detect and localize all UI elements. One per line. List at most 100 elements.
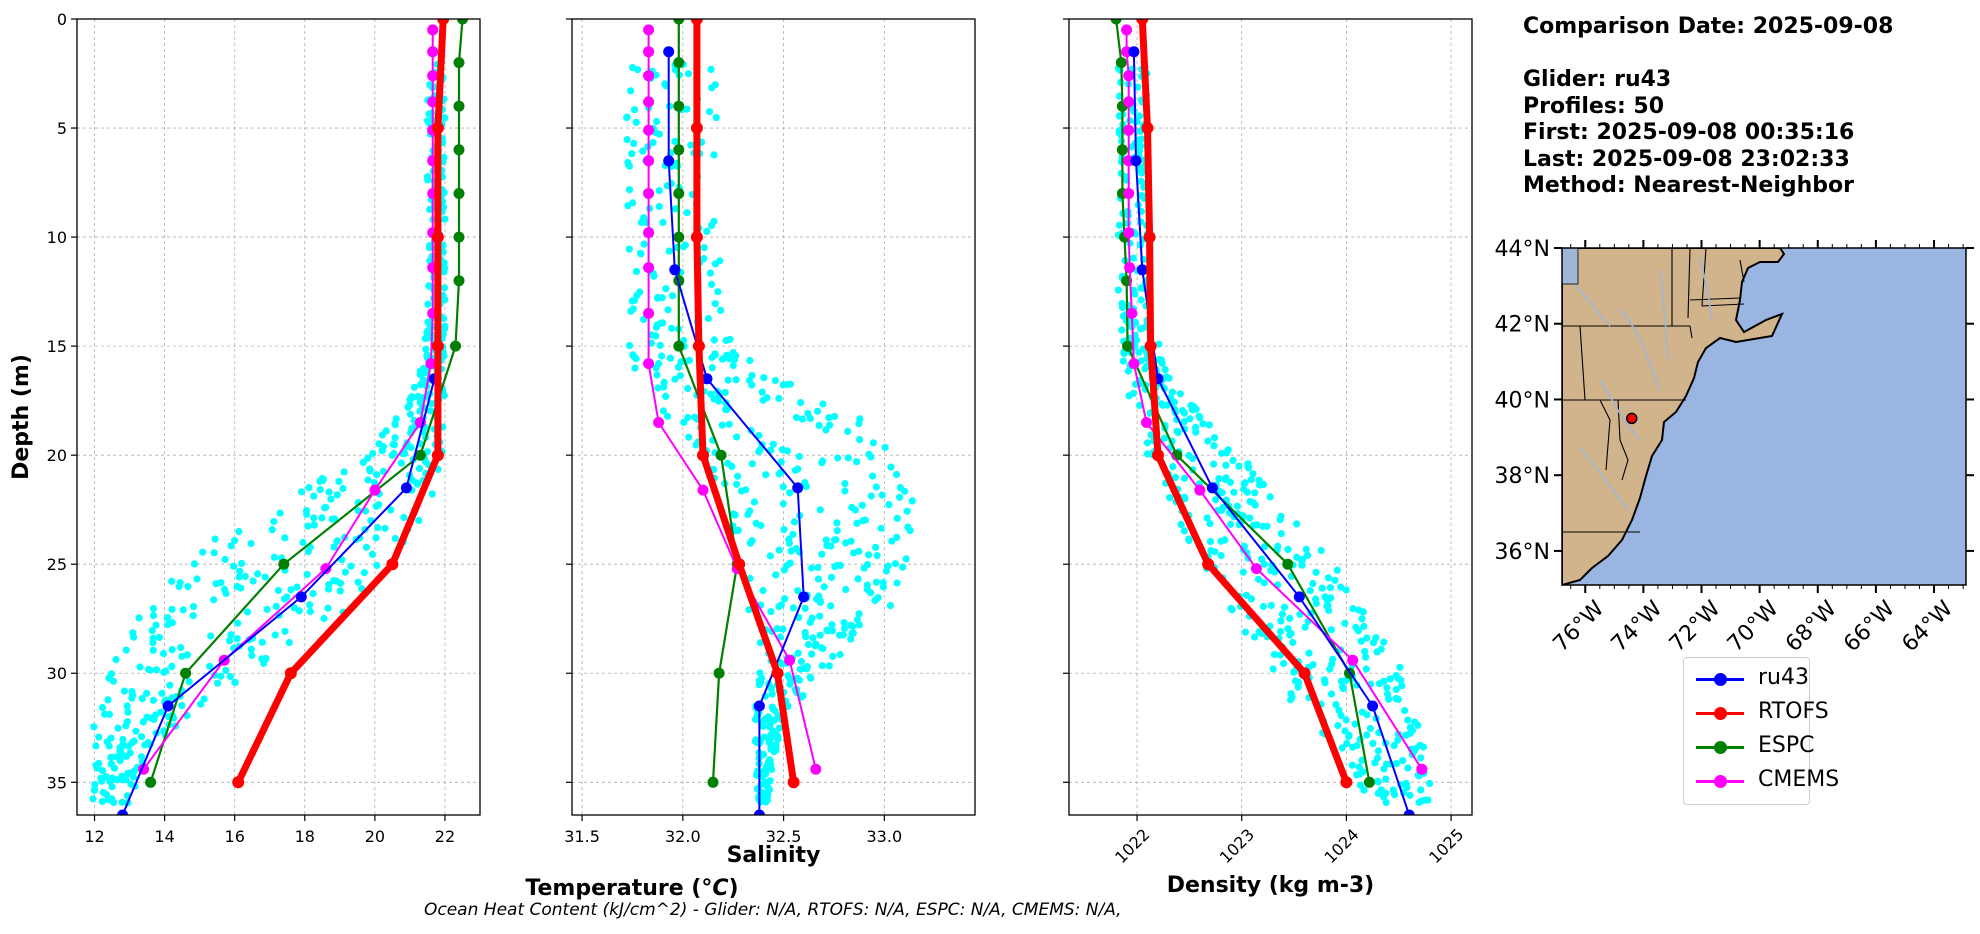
glider-point <box>1243 488 1251 496</box>
glider-point <box>710 151 718 159</box>
series-point-cmems <box>643 358 655 370</box>
x-tick-label: 20 <box>365 827 385 846</box>
series-point-ru43 <box>1136 264 1148 276</box>
glider-point <box>649 138 657 147</box>
glider-point <box>755 677 763 685</box>
glider-point <box>392 415 400 423</box>
glider-point <box>303 570 311 579</box>
glider-point <box>1392 672 1400 680</box>
glider-point <box>853 458 861 466</box>
glider-point <box>685 70 693 78</box>
glider-point <box>627 87 635 95</box>
glider-point <box>711 300 719 308</box>
series-point-espc <box>673 188 685 199</box>
glider-point <box>818 550 826 558</box>
glider-point <box>263 605 271 614</box>
glider-point <box>798 415 807 423</box>
glider-point <box>632 118 640 126</box>
series-point-espc <box>673 19 685 25</box>
glider-point <box>1161 366 1169 374</box>
series-point-cmems <box>643 155 655 167</box>
glider-point <box>1251 633 1259 641</box>
glider-point <box>733 480 741 488</box>
glider-point <box>655 202 663 211</box>
glider-point <box>1306 587 1314 595</box>
glider-point <box>893 514 901 522</box>
glider-point <box>683 209 691 217</box>
glider-point <box>841 487 849 495</box>
glider-point <box>794 649 802 657</box>
glider-point <box>804 409 812 418</box>
glider-point <box>766 739 774 747</box>
series-point-espc <box>453 231 465 243</box>
x-tick-label: 18 <box>295 827 315 846</box>
glider-point <box>1235 462 1243 470</box>
map-great-lake <box>1562 248 1579 285</box>
glider-point <box>158 689 166 697</box>
glider-point <box>768 690 776 698</box>
glider-point <box>1266 493 1274 501</box>
series-point-cmems <box>810 763 822 775</box>
glider-point <box>780 526 788 534</box>
glider-point <box>387 506 395 514</box>
glider-point <box>775 546 783 554</box>
glider-point <box>1327 626 1335 634</box>
glider-point <box>775 394 783 403</box>
glider-point <box>90 723 98 731</box>
panel-2-frame <box>1068 18 1473 816</box>
glider-point <box>1406 791 1414 799</box>
glider-point <box>1188 455 1197 463</box>
glider-point <box>1263 522 1271 530</box>
glider-point <box>1362 665 1370 673</box>
glider-point <box>818 662 826 670</box>
glider-point <box>844 427 852 435</box>
glider-point <box>241 572 249 581</box>
glider-point <box>299 538 307 547</box>
glider-point <box>160 668 168 676</box>
glider-point <box>1270 650 1279 659</box>
glider-point <box>107 753 115 762</box>
glider-point <box>231 678 239 687</box>
glider-point <box>849 629 857 637</box>
glider-point <box>1317 546 1325 555</box>
panel-2-plot-area <box>1110 19 1434 815</box>
glider-point <box>1403 783 1411 792</box>
glider-point <box>1335 706 1343 714</box>
glider-point <box>1119 357 1127 365</box>
glider-point <box>193 575 201 583</box>
glider-point <box>1180 418 1188 426</box>
glider-point <box>330 577 338 585</box>
series-point-cmems <box>320 563 332 575</box>
glider-point <box>1363 711 1371 719</box>
series-point-rtofs <box>431 122 444 134</box>
series-point-ru43 <box>1403 809 1415 815</box>
glider-point <box>715 391 723 400</box>
glider-point <box>281 627 289 635</box>
glider-point <box>1276 651 1284 659</box>
y-tick-label: 10 <box>47 228 67 247</box>
glider-point <box>1269 665 1277 673</box>
glider-point <box>851 506 859 514</box>
series-point-cmems <box>1121 24 1133 36</box>
map-lon-label: 72°W <box>1665 596 1726 657</box>
series-point-rtofs <box>431 340 444 353</box>
series-point-ru43 <box>117 809 129 815</box>
x-tick-label: 16 <box>225 827 245 846</box>
glider-point <box>340 468 348 476</box>
glider-point <box>426 205 434 213</box>
series-point-espc <box>450 340 461 352</box>
glider-point <box>624 202 632 210</box>
glider-point <box>114 724 122 732</box>
glider-point <box>872 543 880 552</box>
series-point-ru43 <box>1130 155 1142 167</box>
glider-point <box>1180 474 1189 482</box>
glider-point <box>212 580 220 588</box>
glider-point <box>1229 456 1237 464</box>
glider-point <box>1318 584 1326 592</box>
glider-point <box>185 678 193 686</box>
panel-1-plot-area <box>623 19 916 815</box>
legend-marker-ru43 <box>1714 673 1727 686</box>
glider-point <box>725 420 733 428</box>
glider-point <box>792 545 800 553</box>
glider-point <box>729 361 737 370</box>
